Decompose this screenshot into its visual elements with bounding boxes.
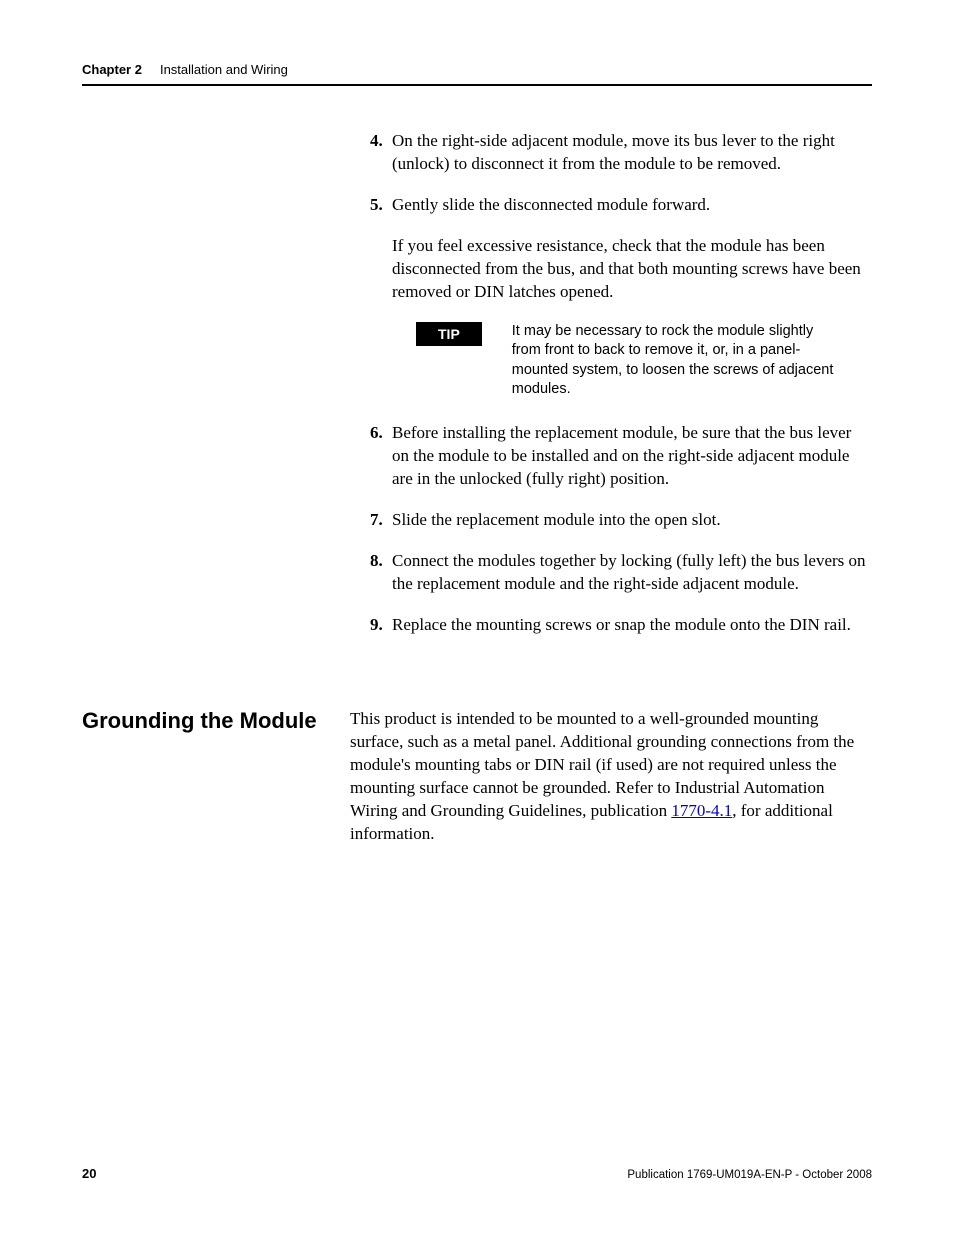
publication-link[interactable]: 1770-4.1 [671,801,732,820]
step-number: 9. [370,614,392,637]
section-heading: Grounding the Module [82,708,350,846]
section-body: This product is intended to be mounted t… [350,708,872,846]
step-text: Gently slide the disconnected module for… [392,194,872,217]
page-header: Chapter 2 Installation and Wiring [82,62,872,77]
step-text: Replace the mounting screws or snap the … [392,614,872,637]
step-number: 8. [370,550,392,596]
publication-line: Publication 1769-UM019A-EN-P - October 2… [627,1169,872,1181]
step-text: Connect the modules together by locking … [392,550,872,596]
section-grounding: Grounding the Module This product is int… [82,708,872,846]
step-7: 7. Slide the replacement module into the… [370,509,872,532]
tip-text: It may be necessary to rock the module s… [512,322,842,400]
page-content: 4. On the right-side adjacent module, mo… [82,130,872,846]
step-6: 6. Before installing the replacement mod… [370,422,872,491]
step-4: 4. On the right-side adjacent module, mo… [370,130,872,176]
page-footer: 20 Publication 1769-UM019A-EN-P - Octobe… [82,1166,872,1181]
tip-callout: TIP It may be necessary to rock the modu… [416,322,872,400]
step-number: 4. [370,130,392,176]
step-text: Before installing the replacement module… [392,422,872,491]
step-text: Slide the replacement module into the op… [392,509,872,532]
step-number: 5. [370,194,392,217]
step-8: 8. Connect the modules together by locki… [370,550,872,596]
step-5: 5. Gently slide the disconnected module … [370,194,872,217]
step-number: 7. [370,509,392,532]
chapter-title: Installation and Wiring [160,62,288,77]
step-text: On the right-side adjacent module, move … [392,130,872,176]
step-5-followup: If you feel excessive resistance, check … [392,235,872,304]
header-rule [82,84,872,86]
step-number: 6. [370,422,392,491]
tip-badge: TIP [416,322,482,346]
chapter-label: Chapter 2 [82,62,142,77]
step-9: 9. Replace the mounting screws or snap t… [370,614,872,637]
page-number: 20 [82,1166,96,1181]
